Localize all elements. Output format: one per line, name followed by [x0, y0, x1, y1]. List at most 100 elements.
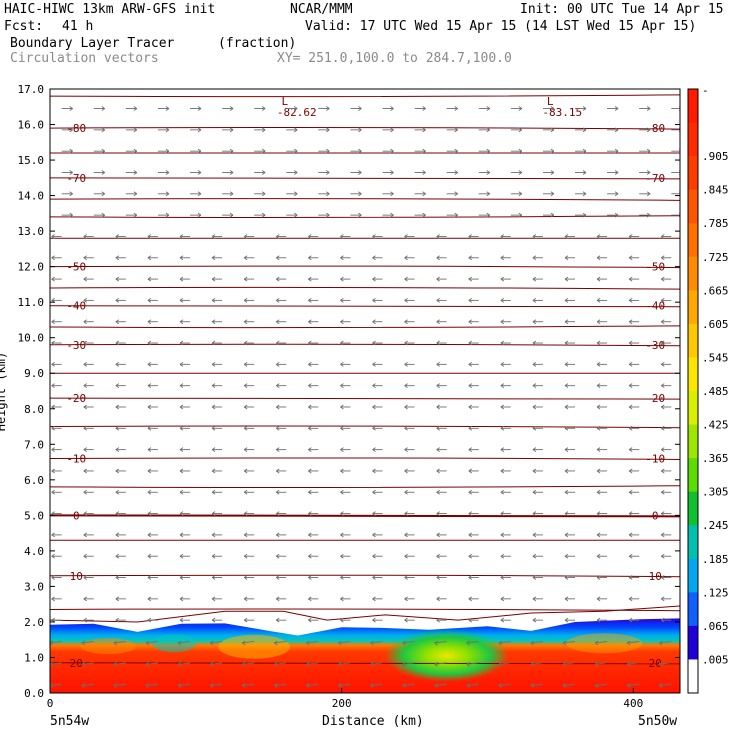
circulation-vector	[486, 170, 490, 175]
circulation-vector	[165, 106, 170, 111]
circulation-vector	[596, 425, 601, 431]
circulation-vector	[81, 662, 94, 665]
circulation-vector	[370, 683, 374, 688]
circulation-vector	[276, 596, 280, 602]
circulation-vector	[436, 617, 440, 623]
circulation-vector	[500, 425, 505, 431]
circulation-vector	[243, 511, 248, 516]
colorbar-label: .185	[702, 553, 729, 566]
circulation-vector	[261, 191, 266, 197]
circulation-vector	[468, 511, 472, 516]
circulation-vector	[661, 468, 665, 474]
circulation-vector	[564, 276, 569, 282]
circulation-vector	[83, 340, 87, 346]
colorbar-swatch	[688, 625, 698, 660]
circulation-vector	[500, 468, 505, 474]
circulation-vector	[69, 191, 73, 197]
circulation-vector	[338, 641, 351, 644]
circulation-vector	[276, 361, 280, 367]
circulation-vector	[530, 662, 543, 665]
circulation-vector	[229, 106, 234, 111]
circulation-vector	[532, 553, 537, 559]
circulation-vector	[209, 683, 214, 688]
circulation-vector	[564, 425, 569, 431]
colorbar-label: .725	[702, 251, 729, 264]
circulation-vector	[51, 425, 55, 431]
circulation-vector	[628, 617, 633, 623]
circulation-vector	[372, 383, 376, 389]
circulation-vector	[564, 596, 569, 602]
circulation-vector	[113, 640, 118, 646]
circulation-vector	[308, 361, 312, 367]
circulation-vector	[372, 617, 376, 623]
circulation-vector	[211, 383, 216, 389]
circulation-vector	[596, 617, 601, 623]
circulation-vector	[402, 683, 415, 687]
circulation-vector	[308, 617, 312, 623]
colorbar-label: .005	[702, 653, 729, 666]
circulation-vector	[165, 212, 170, 218]
circulation-vector	[308, 404, 312, 410]
circulation-vector	[340, 447, 344, 452]
circulation-vector	[83, 255, 87, 261]
temperature-contour	[50, 286, 680, 290]
circulation-vector	[83, 617, 87, 623]
circulation-vector	[340, 319, 344, 325]
circulation-vector	[468, 596, 472, 602]
colorbar-label: .605	[702, 318, 729, 331]
circulation-vector	[115, 298, 120, 303]
circulation-vector	[358, 212, 362, 218]
circulation-vector	[147, 511, 152, 516]
circulation-vector	[596, 468, 601, 474]
circulation-vector	[404, 489, 408, 495]
colorbar-swatch	[688, 256, 698, 291]
circulation-vector	[326, 148, 330, 154]
circulation-vector	[436, 234, 440, 239]
circulation-vector	[404, 255, 408, 261]
circulation-vector	[498, 683, 503, 688]
circulation-vector	[661, 532, 665, 538]
circulation-vector	[596, 298, 601, 303]
circulation-vector	[179, 468, 184, 474]
circulation-vector	[179, 425, 184, 431]
circulation-vector	[372, 298, 376, 303]
circulation-vector	[276, 489, 280, 495]
circulation-vector	[661, 617, 665, 623]
circulation-vector	[115, 319, 120, 325]
temperature-contour	[50, 325, 680, 329]
circulation-vector	[372, 596, 376, 602]
circulation-vector	[370, 662, 383, 665]
circulation-vector	[562, 683, 576, 687]
circulation-vector	[564, 234, 569, 239]
circulation-vector	[211, 340, 216, 346]
circulation-vector	[243, 319, 248, 325]
circulation-vector	[294, 127, 298, 133]
circulation-vector	[402, 662, 415, 665]
circulation-vector	[500, 361, 505, 367]
circulation-vector	[372, 575, 376, 580]
circulation-vector	[454, 148, 458, 154]
circulation-vector	[211, 425, 216, 431]
circulation-vector	[646, 170, 651, 175]
y-tick-label: 9.0	[24, 367, 44, 380]
circulation-vector	[582, 170, 587, 175]
circulation-vector	[179, 383, 184, 389]
circulation-vector	[147, 383, 152, 389]
circulation-vector	[628, 511, 633, 516]
circulation-vector	[564, 298, 569, 303]
y-tick-label: 14.0	[18, 190, 45, 203]
circulation-vector	[468, 298, 472, 303]
circulation-vector	[51, 361, 55, 367]
circulation-vector	[596, 404, 601, 410]
circulation-vector	[243, 468, 248, 474]
tracer-mixed-region	[566, 633, 643, 654]
colorbar-label: .125	[702, 586, 729, 599]
circulation-vector	[564, 617, 569, 623]
circulation-vector	[83, 532, 87, 538]
circulation-vector	[532, 404, 537, 410]
circulation-vector	[372, 340, 376, 346]
circulation-vector	[468, 276, 472, 282]
y-tick-label: 15.0	[18, 154, 45, 167]
circulation-vector	[358, 127, 362, 133]
circulation-vector	[594, 683, 599, 688]
